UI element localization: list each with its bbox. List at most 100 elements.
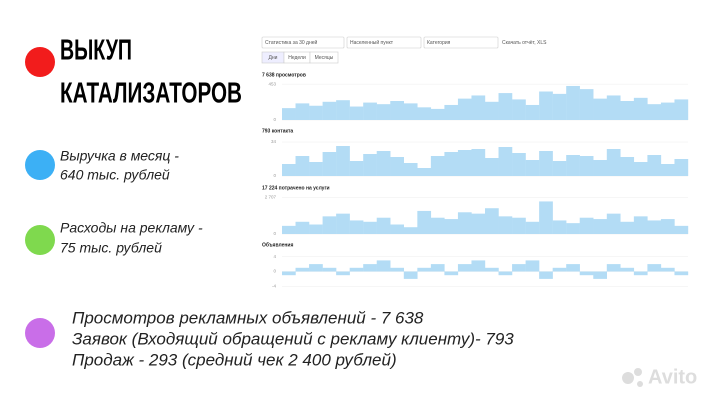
bar xyxy=(579,271,594,276)
bar xyxy=(660,219,675,234)
bar xyxy=(539,151,553,176)
bar xyxy=(593,271,607,279)
bar xyxy=(485,208,499,234)
bar xyxy=(322,267,337,272)
bar xyxy=(403,163,418,176)
y-tick-label: 0 xyxy=(273,231,276,236)
watermark: Avito xyxy=(622,366,697,388)
bar xyxy=(430,217,445,234)
bar xyxy=(525,160,540,176)
bar xyxy=(444,152,459,176)
bar xyxy=(390,267,404,272)
bar xyxy=(403,271,418,279)
tab-text: Дни xyxy=(269,55,278,61)
bullet-text: 75 тыс. рублей xyxy=(60,240,162,256)
bar xyxy=(566,85,580,120)
bar xyxy=(633,271,648,276)
bar xyxy=(525,221,540,234)
bar xyxy=(539,91,553,120)
dot-green xyxy=(25,225,55,255)
bar xyxy=(471,213,486,234)
city-select[interactable] xyxy=(346,36,422,49)
bar xyxy=(457,98,472,120)
category-select[interactable] xyxy=(423,36,499,49)
bar xyxy=(417,168,432,176)
bullet-text: 640 тыс. рублей xyxy=(60,167,170,183)
bar xyxy=(606,149,621,176)
bar xyxy=(349,267,364,272)
bar xyxy=(512,99,526,120)
bar xyxy=(295,103,310,120)
bar xyxy=(430,156,445,176)
bar xyxy=(349,106,364,120)
y-tick-label: 0 xyxy=(273,173,276,178)
bar xyxy=(674,159,689,176)
chart-title: 17 224 потрачено на услуги xyxy=(262,185,330,191)
bar xyxy=(457,264,472,272)
bar xyxy=(485,267,499,272)
bullet-text: Расходы на рекламу - xyxy=(60,220,203,236)
bar xyxy=(444,104,459,120)
bar xyxy=(349,220,364,234)
bar xyxy=(674,225,689,234)
bar xyxy=(512,217,526,234)
bar xyxy=(525,260,540,272)
bar xyxy=(417,107,432,120)
bar xyxy=(295,221,310,234)
bar xyxy=(566,264,580,272)
bar xyxy=(376,260,391,272)
bar xyxy=(282,108,296,120)
bar xyxy=(525,104,540,120)
bar xyxy=(633,97,648,120)
title: ВЫКУП xyxy=(60,35,132,67)
bar xyxy=(471,260,486,272)
bar xyxy=(620,101,635,120)
bar xyxy=(430,264,445,272)
bar xyxy=(660,102,675,120)
tab[interactable] xyxy=(309,51,339,64)
tab-text: Месяцы xyxy=(315,55,334,61)
bar xyxy=(457,212,472,234)
bar xyxy=(390,101,404,120)
bar xyxy=(390,157,404,176)
bar xyxy=(282,225,296,234)
bar xyxy=(498,216,513,234)
select-text: Категория xyxy=(427,40,451,46)
bar xyxy=(647,220,662,234)
bar xyxy=(647,155,662,176)
bar xyxy=(647,104,662,120)
bar xyxy=(376,151,391,176)
bar xyxy=(593,219,607,234)
y-tick-label: 0 xyxy=(273,269,276,274)
bar xyxy=(336,146,350,176)
bar xyxy=(336,213,350,234)
bar xyxy=(498,147,513,176)
bar xyxy=(322,216,337,234)
y-tick-label: 0 xyxy=(273,117,276,122)
period-select[interactable] xyxy=(261,36,345,49)
bar xyxy=(593,160,607,176)
watermark-icon xyxy=(622,372,634,384)
bar xyxy=(363,102,377,120)
bar xyxy=(417,210,432,234)
bar xyxy=(322,152,337,176)
download-link[interactable]: Скачать отчёт, XLS xyxy=(502,40,547,46)
bar xyxy=(579,156,594,176)
watermark-icon xyxy=(634,368,642,376)
bar xyxy=(566,223,580,234)
bar xyxy=(498,271,513,276)
y-tick-label: 4 xyxy=(273,254,276,259)
bar xyxy=(417,267,432,272)
bar xyxy=(444,271,459,276)
bar xyxy=(606,95,621,120)
bar xyxy=(430,108,445,120)
bullet-text: Выручка в месяц - xyxy=(60,148,179,164)
chart-title: 7 638 просмотров xyxy=(262,72,306,78)
dot-blue xyxy=(25,150,55,180)
bar xyxy=(633,216,648,234)
dot-red xyxy=(25,47,55,77)
bar xyxy=(579,217,594,234)
bar xyxy=(485,101,499,120)
bar xyxy=(633,162,648,176)
